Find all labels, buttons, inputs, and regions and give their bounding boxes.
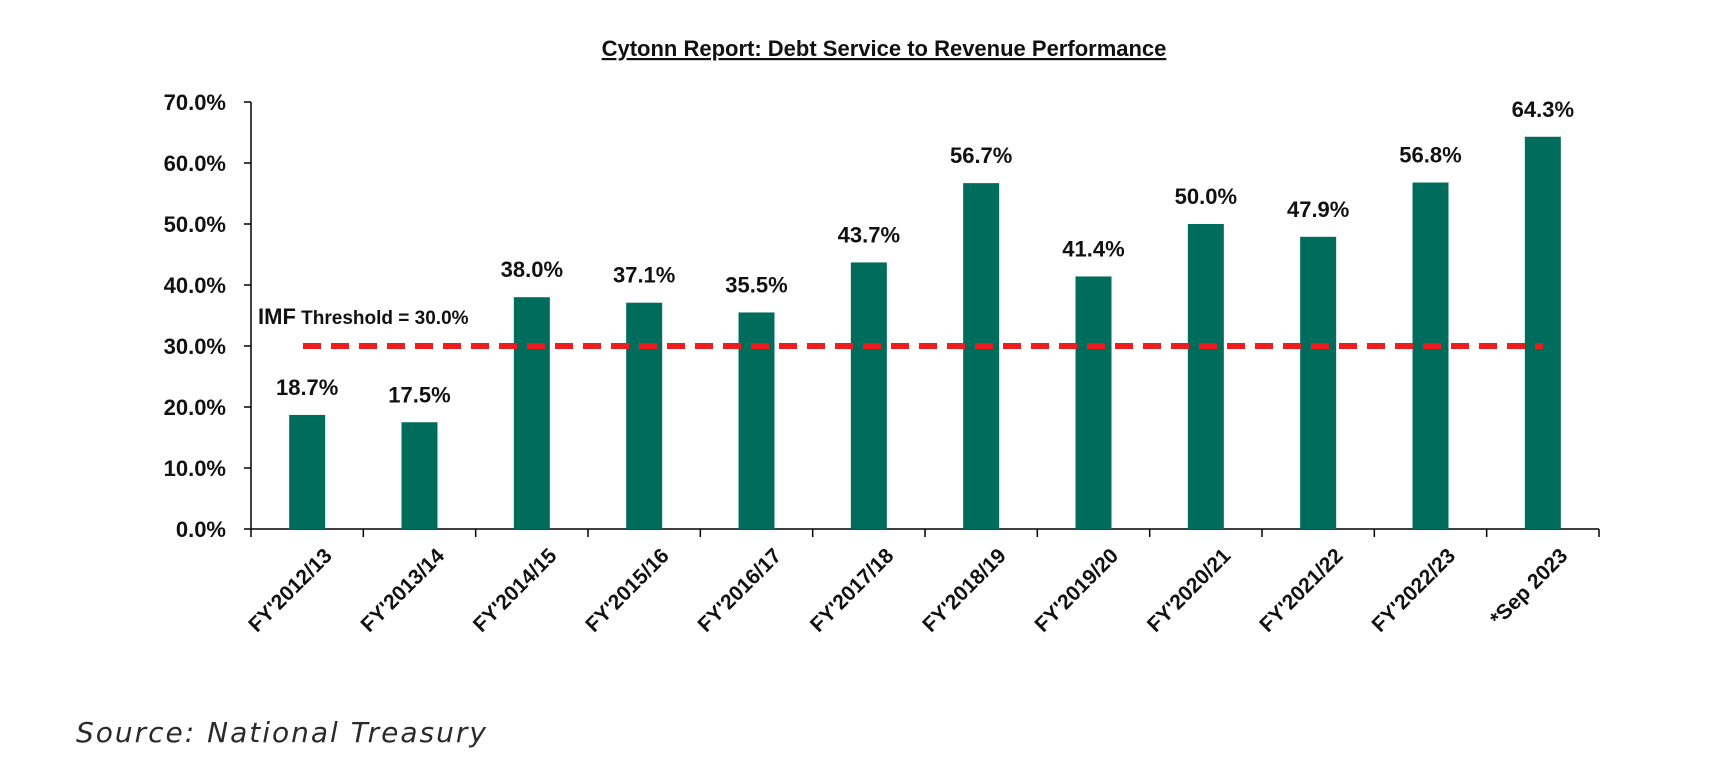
bar	[850, 262, 887, 529]
y-tick-label: 60.0%	[164, 151, 226, 176]
data-label: 64.3%	[1512, 97, 1574, 122]
bars	[289, 136, 1561, 529]
chart-title: Cytonn Report: Debt Service to Revenue P…	[602, 36, 1167, 61]
y-tick-label: 40.0%	[164, 273, 226, 298]
bar	[513, 297, 550, 529]
bar	[289, 414, 326, 529]
x-category-label: FY'2014/15	[469, 544, 562, 637]
data-labels: 18.7% 17.5% 38.0% 37.1% 35.5% 43.7% 56.7% 41.4%…	[276, 97, 1574, 407]
imf-threshold-label-value: Threshold = 30.0%	[296, 308, 469, 329]
data-label: 50.0%	[1175, 184, 1237, 209]
data-label: 17.5%	[388, 382, 450, 407]
data-label: 56.7%	[950, 143, 1012, 168]
y-axis: 0.0% 10.0% 20.0% 30.0% 40.0% 50.0% 60.0% 70.0%	[164, 90, 252, 542]
bar	[1075, 276, 1112, 529]
bar	[1300, 236, 1337, 529]
threshold-line-group: IMF Threshold = 30.0%	[258, 304, 1543, 349]
imf-threshold-label: IMF Threshold = 30.0%	[258, 304, 469, 329]
y-tick-label: 30.0%	[164, 334, 226, 359]
bar	[1412, 182, 1449, 529]
data-label: 43.7%	[838, 222, 900, 247]
y-tick-label: 70.0%	[164, 90, 226, 115]
x-category-label: FY'2015/16	[581, 544, 673, 636]
data-label: 18.7%	[276, 375, 338, 400]
y-tick-label: 50.0%	[164, 212, 226, 237]
x-category-label: FY'2021/22	[1255, 544, 1347, 636]
bar	[1187, 224, 1224, 529]
bar	[963, 183, 1000, 529]
y-tick-label: 20.0%	[164, 395, 226, 420]
y-tick-label: 10.0%	[164, 456, 226, 481]
bar	[626, 302, 663, 529]
data-label: 47.9%	[1287, 197, 1349, 222]
imf-threshold-label-prefix: IMF	[258, 304, 296, 329]
bar	[1524, 136, 1561, 529]
x-category-label: FY'2022/23	[1368, 544, 1460, 636]
data-label: 41.4%	[1062, 236, 1124, 261]
x-category-label: FY'2012/13	[244, 544, 336, 636]
data-label: 35.5%	[725, 272, 787, 297]
x-category-label: FY'2013/14	[357, 544, 450, 637]
x-axis: FY'2012/13 FY'2013/14 FY'2014/15 FY'2015/16…	[244, 528, 1600, 637]
data-label: 56.8%	[1399, 143, 1461, 168]
x-category-label: FY'2020/21	[1143, 544, 1236, 637]
data-label: 38.0%	[501, 257, 563, 282]
x-category-label: *Sep 2023	[1486, 544, 1572, 630]
source-note: Source: National Treasury	[76, 716, 488, 749]
data-label: 37.1%	[613, 263, 675, 288]
x-category-label: FY'2016/17	[694, 544, 786, 636]
y-tick-label: 0.0%	[176, 517, 226, 542]
x-category-label: FY'2019/20	[1031, 544, 1123, 636]
chart: Cytonn Report: Debt Service to Revenue P…	[164, 36, 1600, 637]
x-category-label: FY'2018/19	[918, 544, 1010, 636]
bar	[401, 422, 438, 529]
x-category-label: FY'2017/18	[806, 544, 899, 637]
